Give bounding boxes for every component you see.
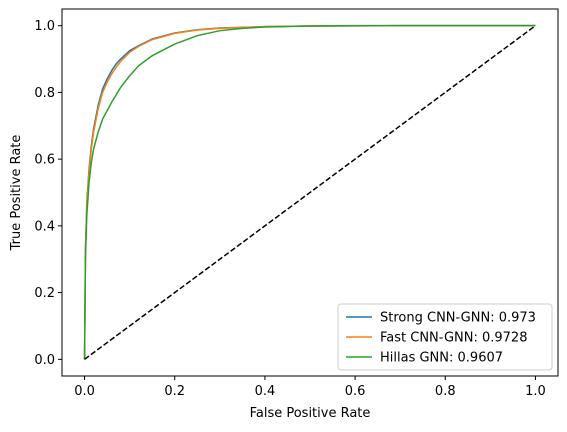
series-line-2 [83, 24, 536, 360]
legend: Strong CNN-GNN: 0.973 Fast CNN-GNN: 0.972… [337, 303, 553, 371]
x-tick-label: 0.6 [345, 384, 366, 399]
y-tick-label: 0.2 [34, 286, 55, 301]
y-tick-label: 0.0 [34, 353, 55, 368]
plot-area [83, 24, 536, 360]
y-tick-label: 0.4 [34, 219, 55, 234]
legend-label-2: Fast CNN-GNN: 0.9728 [380, 331, 527, 346]
x-tick-label: 0.0 [74, 384, 95, 399]
series-line-3 [83, 24, 536, 360]
y-axis: 0.0 0.2 0.4 0.6 0.8 1.0 [34, 19, 62, 368]
y-tick-label: 0.8 [34, 86, 55, 101]
x-tick-label: 0.8 [435, 384, 456, 399]
legend-label-3: Hillas GNN: 0.9607 [380, 351, 503, 366]
x-tick-label: 0.2 [164, 384, 185, 399]
x-axis-label: False Positive Rate [250, 406, 371, 421]
legend-box [337, 303, 553, 371]
legend-label-1: Strong CNN-GNN: 0.973 [380, 311, 536, 326]
x-tick-label: 0.4 [255, 384, 276, 399]
plot-frame [61, 8, 559, 377]
y-tick-label: 0.6 [34, 153, 55, 168]
y-axis-label: True Positive Rate [9, 135, 24, 252]
x-tick-label: 1.0 [525, 384, 546, 399]
diagonal-reference-line [84, 25, 536, 360]
y-tick-label: 1.0 [34, 19, 55, 34]
x-axis: 0.0 0.2 0.4 0.6 0.8 1.0 [74, 376, 546, 399]
